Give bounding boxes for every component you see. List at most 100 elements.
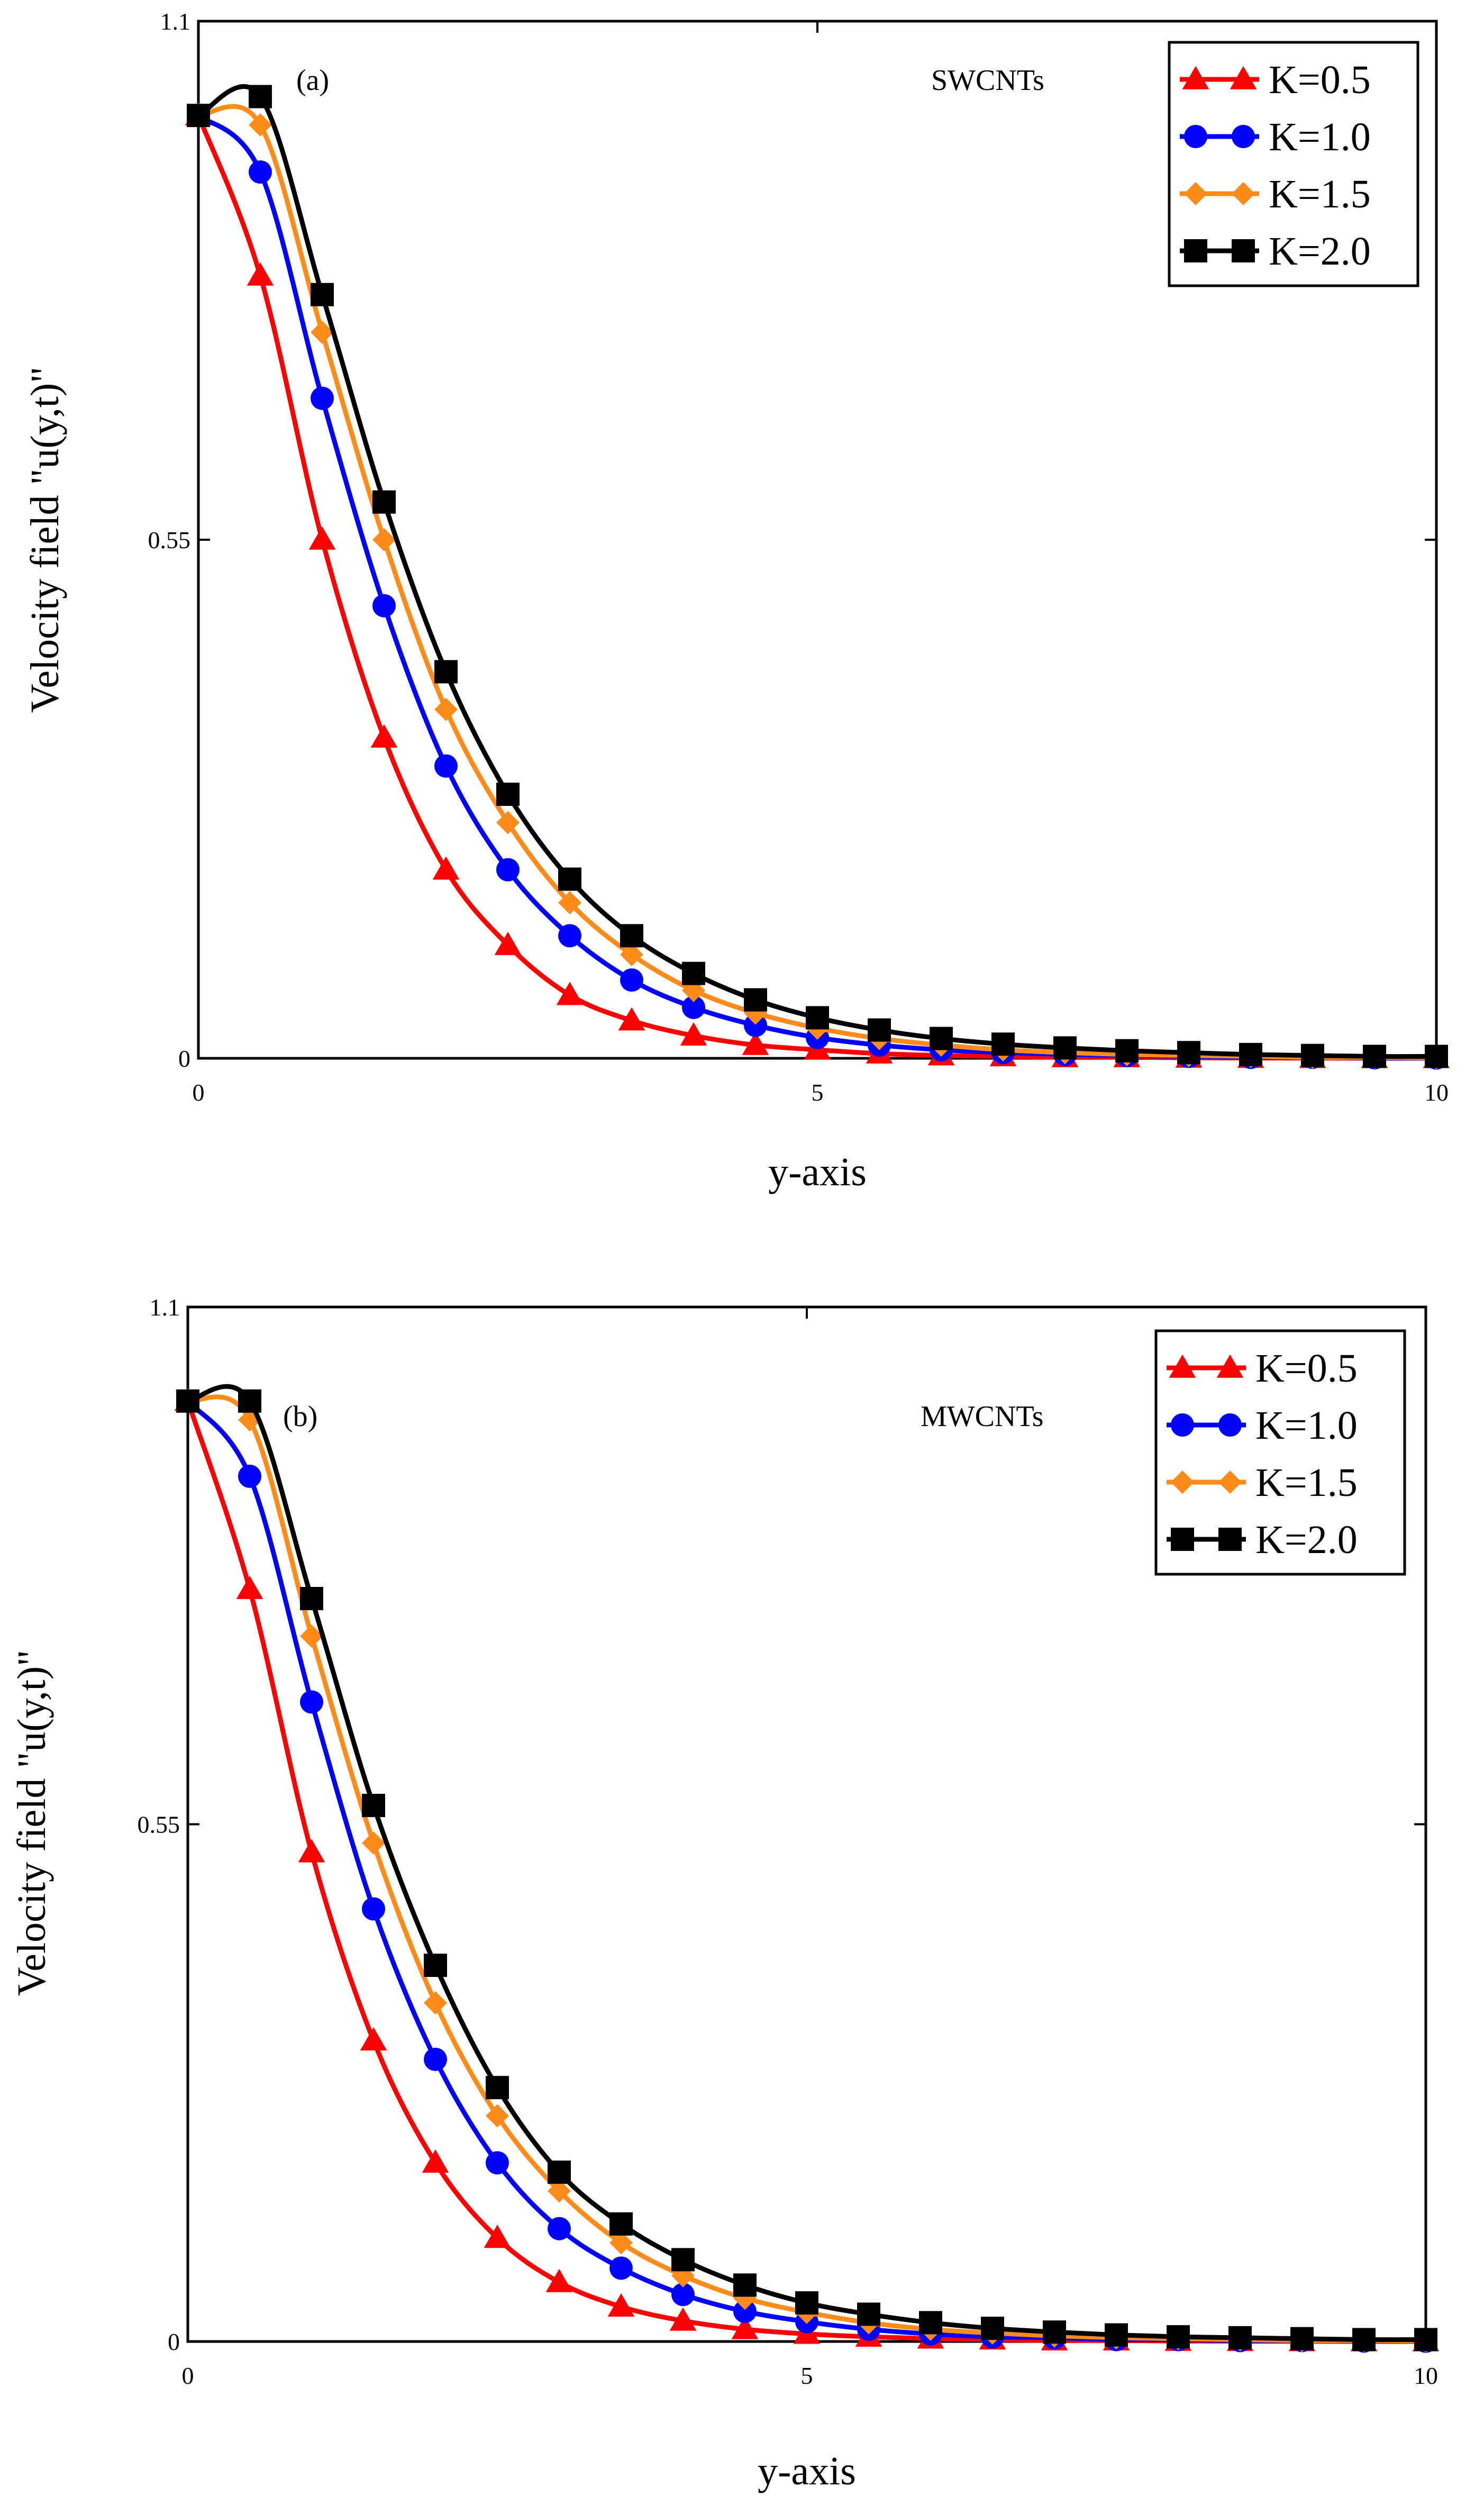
data-point: [620, 943, 643, 966]
data-point: [434, 754, 458, 778]
data-point: [238, 1389, 261, 1413]
legend: K=0.5 K=1.0 K=1.5 K=2.0: [1168, 41, 1419, 287]
x-tick-label: 5: [812, 1079, 824, 1106]
y-tick-label: 0.55: [148, 527, 191, 553]
data-point: [1115, 1039, 1139, 1063]
data-point: [494, 931, 522, 955]
data-point: [744, 1013, 767, 1037]
data-point: [806, 1006, 829, 1030]
data-point: [1239, 1042, 1262, 1066]
legend-marker: [1218, 1471, 1242, 1494]
legend-label: K=1.0: [1269, 115, 1371, 159]
x-tick-label: 5: [801, 2362, 813, 2389]
data-point: [372, 490, 396, 514]
annotation: SWCNTs: [931, 64, 1044, 97]
x-tick-label: 10: [1424, 1079, 1449, 1106]
data-point: [981, 2317, 1004, 2340]
data-point: [1228, 2326, 1252, 2349]
data-point: [618, 1007, 645, 1031]
legend-marker: [1232, 239, 1255, 262]
legend-marker: [1232, 182, 1255, 205]
data-point: [311, 321, 334, 344]
data-point: [548, 2161, 571, 2184]
data-point: [548, 2217, 571, 2240]
data-point: [434, 660, 458, 684]
data-point: [669, 2307, 697, 2331]
data-point: [311, 283, 334, 306]
data-point: [733, 2300, 757, 2324]
legend-marker: [1218, 1413, 1242, 1437]
series-K=2.0: [176, 1384, 1437, 2352]
legend: K=0.5 K=1.0 K=1.5 K=2.0: [1154, 1329, 1406, 1576]
data-point: [362, 1793, 385, 1817]
data-point: [1167, 2325, 1190, 2349]
y-tick-label: 1.1: [160, 8, 191, 35]
data-point: [733, 2273, 757, 2297]
data-point: [671, 2283, 695, 2307]
legend-box: [1154, 1329, 1406, 1576]
data-point: [300, 1690, 323, 1714]
data-point: [991, 1032, 1015, 1056]
data-point: [176, 1389, 199, 1413]
data-point: [360, 2027, 387, 2050]
data-point: [620, 968, 643, 992]
legend-marker: [1184, 239, 1207, 262]
data-point: [372, 528, 396, 551]
data-point: [247, 262, 274, 286]
legend-label: K=1.5: [1269, 172, 1371, 216]
data-point: [857, 2302, 880, 2326]
legend-label: K=0.5: [1255, 1346, 1358, 1391]
legend-marker: [1230, 66, 1257, 89]
data-point: [919, 2311, 942, 2335]
legend-label: K=2.0: [1255, 1518, 1358, 1562]
legend-box: [1168, 41, 1419, 287]
data-point: [609, 2231, 633, 2255]
data-point: [1425, 1045, 1448, 1068]
data-point: [1363, 1045, 1386, 1068]
data-point: [1053, 1036, 1077, 1060]
data-point: [486, 2104, 509, 2128]
data-point: [607, 2293, 635, 2317]
data-point: [249, 160, 272, 184]
data-point: [680, 1022, 707, 1046]
x-axis-title: y-axis: [758, 2449, 856, 2493]
data-point: [187, 104, 210, 128]
data-point: [795, 2291, 818, 2315]
data-point: [930, 1027, 953, 1050]
data-point: [868, 1018, 891, 1042]
x-axis-title: y-axis: [768, 1150, 867, 1194]
data-point: [1301, 1043, 1324, 1067]
legend-marker: [1184, 182, 1207, 205]
panel-label: (b): [283, 1400, 317, 1433]
chart-panel-1: 0 5 10 0 0.55 1.1 (b) MWCNTs K=0.5 K=1.0 K=1.5 K=2.…: [10, 1294, 1440, 2493]
data-point: [362, 1831, 385, 1855]
data-point: [370, 724, 398, 748]
chart-panel-0: 0 5 10 0 0.55 1.1 (a) SWCNTs K=0.5 K=1.0 K=1.5 K=2.…: [23, 8, 1450, 1194]
data-point: [486, 2151, 509, 2175]
data-point: [238, 1464, 261, 1488]
data-point: [236, 1575, 263, 1599]
data-point: [558, 924, 581, 948]
legend-marker: [1218, 1528, 1242, 1551]
data-point: [432, 856, 460, 880]
data-point: [424, 1954, 447, 1977]
data-point: [424, 1991, 447, 2015]
legend-marker: [1232, 125, 1255, 148]
data-point: [496, 783, 520, 806]
data-point: [1043, 2320, 1066, 2344]
legend-label: K=2.0: [1269, 229, 1371, 274]
series-K=2.0: [187, 84, 1448, 1068]
data-point: [1290, 2327, 1314, 2350]
data-point: [1414, 2328, 1437, 2352]
y-tick-label: 0.55: [138, 1811, 180, 1838]
data-point: [434, 697, 458, 721]
y-axis-title: Velocity field "u(y,t)": [10, 1650, 54, 1996]
data-point: [609, 2212, 633, 2236]
data-point: [249, 113, 272, 137]
y-tick-label: 1.1: [150, 1294, 180, 1321]
legend-marker: [1216, 1354, 1244, 1378]
data-point: [496, 811, 520, 834]
data-point: [682, 961, 705, 985]
data-point: [558, 891, 581, 914]
panel-label: (a): [296, 64, 329, 97]
